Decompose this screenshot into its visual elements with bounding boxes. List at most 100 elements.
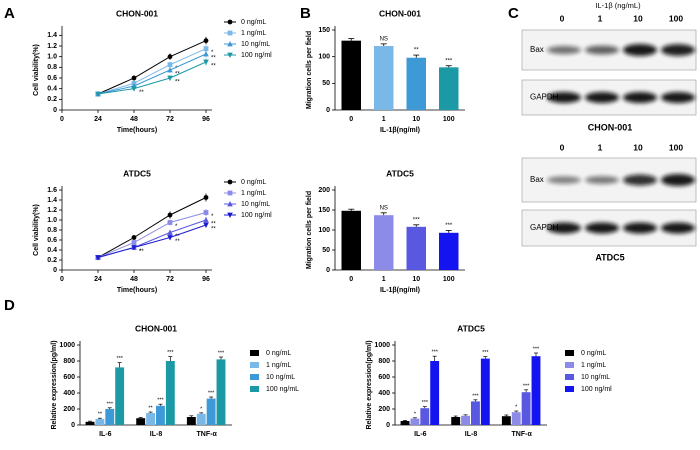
x-tick-label: IL-6 — [414, 431, 427, 438]
legend-label: 1 ng/mL — [241, 190, 266, 197]
legend-swatch — [250, 362, 259, 368]
y-tick-label: 0.2 — [47, 257, 57, 264]
x-tick-label: 1 — [382, 116, 386, 123]
row-label: Bax — [530, 45, 544, 54]
significance: *** — [167, 350, 174, 356]
y-tick-label: 50 — [322, 80, 330, 87]
legend-label: 10 ng/mL — [241, 201, 270, 208]
chart-title: CHON-001 — [116, 8, 158, 18]
significance: ** — [139, 249, 144, 255]
y-tick-label: 600 — [378, 374, 390, 381]
x-axis-label: Time(hours) — [117, 127, 157, 134]
marker — [203, 210, 209, 215]
x-tick-label: TNF-α — [197, 431, 218, 438]
marker — [167, 229, 173, 235]
marker — [167, 212, 173, 218]
significance: * — [211, 214, 214, 220]
marker — [227, 52, 233, 58]
bar — [165, 361, 175, 425]
bar — [410, 418, 420, 425]
lane-label: 10 — [633, 13, 643, 23]
cell-line-label: ATDC5 — [595, 252, 624, 262]
marker — [167, 62, 173, 68]
y-axis-label: Relative expression(pg/ml) — [366, 340, 373, 429]
blot-band — [623, 92, 657, 103]
x-axis-label: IL-1β(ng/ml) — [380, 287, 420, 294]
bar — [206, 398, 216, 425]
x-tick-label: 10 — [412, 276, 420, 283]
legend-swatch — [250, 374, 259, 380]
lane-label: 0 — [560, 142, 565, 152]
significance: ** — [211, 56, 216, 62]
marker — [203, 46, 209, 52]
blot-band — [547, 176, 581, 184]
y-tick-label: 0.8 — [47, 64, 57, 71]
y-tick-label: 400 — [63, 390, 75, 397]
y-tick-label: 1000 — [374, 342, 390, 349]
significance: * — [175, 224, 178, 230]
significance: *** — [208, 390, 215, 396]
marker — [131, 240, 137, 245]
lane-label: 10 — [633, 142, 643, 152]
legend-label: 0 ng/mL — [241, 179, 266, 186]
significance: NS — [380, 36, 388, 42]
bar — [341, 40, 361, 110]
significance: * — [139, 249, 142, 255]
marker — [203, 38, 209, 44]
y-tick-label: 0.4 — [47, 86, 57, 93]
x-tick-label: 24 — [94, 276, 102, 283]
marker — [227, 212, 233, 218]
y-tick-label: 150 — [318, 27, 330, 34]
marker — [203, 59, 209, 65]
x-tick-label: 48 — [130, 116, 138, 123]
y-tick-label: 0.6 — [47, 237, 57, 244]
marker — [167, 235, 173, 241]
y-tick-label: 1.6 — [47, 187, 57, 194]
y-tick-label: 0 — [326, 267, 330, 274]
marker — [167, 75, 173, 81]
x-tick-label: 10 — [412, 116, 420, 123]
legend-label: 0 ng/mL — [266, 350, 291, 357]
significance: ** — [211, 222, 216, 228]
significance: * — [211, 50, 214, 56]
y-tick-label: 600 — [63, 374, 75, 381]
x-tick-label: 24 — [94, 116, 102, 123]
marker — [227, 201, 233, 207]
significance: * — [515, 404, 518, 410]
x-axis-label: IL-1β(ng/ml) — [380, 127, 420, 134]
significance: *** — [472, 393, 479, 399]
significance: *** — [533, 346, 540, 352]
marker — [227, 179, 233, 185]
y-tick-label: 800 — [63, 358, 75, 365]
marker — [203, 222, 209, 228]
x-tick-label: 72 — [166, 276, 174, 283]
y-tick-label: 0.4 — [47, 247, 57, 254]
panel-label: C — [508, 5, 519, 22]
legend-label: 0 ng/mL — [581, 350, 606, 357]
blot-band — [547, 222, 581, 234]
y-tick-label: 200 — [318, 187, 330, 194]
bar — [105, 409, 115, 425]
panel-label: D — [4, 297, 15, 314]
bar — [430, 361, 440, 425]
x-tick-label: 100 — [443, 276, 455, 283]
bar — [531, 356, 541, 425]
bar — [439, 232, 459, 270]
bar — [186, 417, 196, 425]
legend-swatch — [250, 350, 259, 356]
bar — [374, 46, 394, 110]
blot-band — [661, 92, 695, 103]
marker — [203, 51, 209, 57]
bar — [400, 421, 410, 425]
blot-band — [661, 174, 695, 186]
x-tick-label: 96 — [202, 116, 210, 123]
bar — [406, 57, 426, 110]
significance: ** — [148, 405, 153, 411]
legend-swatch — [250, 386, 259, 392]
significance: * — [200, 406, 203, 412]
bar — [480, 358, 490, 425]
y-tick-label: 1.4 — [47, 197, 57, 204]
marker — [131, 86, 137, 92]
bar — [511, 412, 521, 425]
